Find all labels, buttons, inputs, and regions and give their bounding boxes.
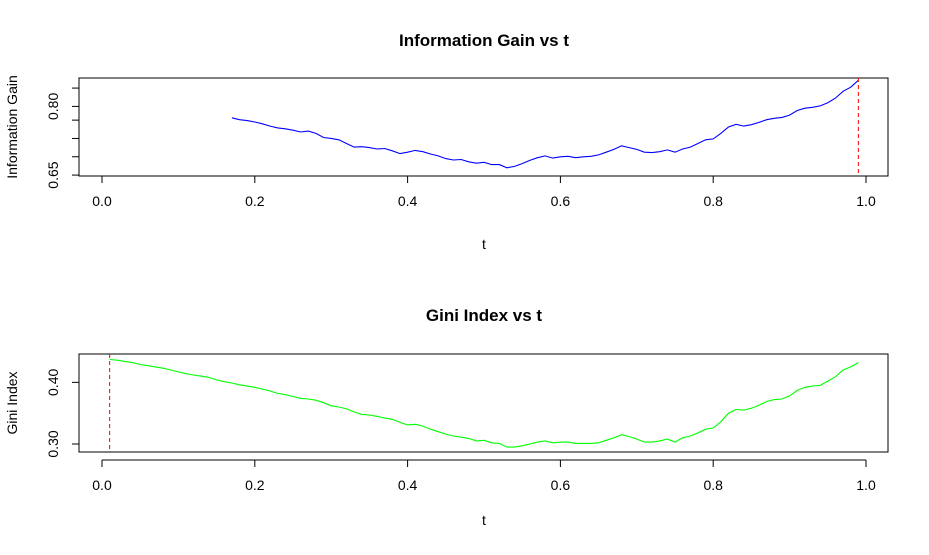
x-axis-label: t: [482, 236, 486, 252]
x-tick-label: 0.0: [92, 477, 112, 493]
y-axis-label: Information Gain: [4, 75, 20, 179]
x-tick-label: 1.0: [856, 477, 876, 493]
chart-title: Gini Index vs t: [426, 306, 543, 325]
y-tick-label: 0.30: [45, 430, 61, 457]
x-tick-label: 0.8: [703, 193, 723, 209]
x-tick-label: 1.0: [856, 193, 876, 209]
y-axis-label: Gini Index: [4, 371, 20, 434]
plot-frame: [78, 353, 889, 453]
x-axis-label: t: [482, 512, 486, 528]
x-tick-label: 0.0: [92, 193, 112, 209]
y-tick-label: 0.40: [45, 369, 61, 396]
chart-title: Information Gain vs t: [399, 31, 569, 50]
x-tick-label: 0.8: [703, 477, 723, 493]
series-line: [231, 79, 859, 169]
x-tick-label: 0.4: [398, 193, 418, 209]
x-tick-label: 0.6: [551, 193, 571, 209]
gini-index-panel: Gini Index vs t t Gini Index 0.0 0.2 0.4 0.…: [4, 306, 889, 528]
y-tick-label: 0.65: [45, 161, 61, 188]
y-tick-label: 0.80: [45, 93, 61, 120]
x-tick-label: 0.2: [245, 193, 265, 209]
plot-frame: [78, 77, 889, 177]
x-tick-label: 0.2: [245, 477, 265, 493]
information-gain-panel: Information Gain vs t t Information Gain…: [4, 31, 889, 252]
x-tick-label: 0.4: [398, 477, 418, 493]
x-tick-label: 0.6: [551, 477, 571, 493]
series-line: [109, 358, 859, 448]
